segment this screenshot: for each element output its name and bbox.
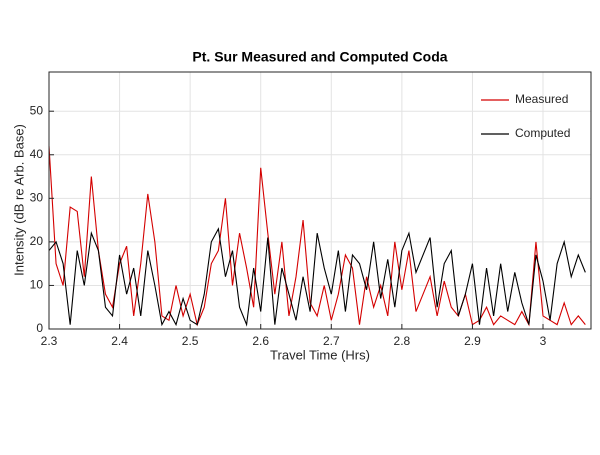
series-line bbox=[48, 227, 586, 327]
x-axis-label: Travel Time (Hrs) bbox=[270, 347, 370, 362]
x-tick-label: 3 bbox=[540, 334, 547, 348]
y-tick-label: 50 bbox=[30, 103, 44, 117]
x-tick-label: 2.6 bbox=[252, 334, 269, 348]
y-tick-label: 0 bbox=[36, 321, 43, 335]
x-tick-label: 2.9 bbox=[464, 334, 481, 348]
x-tick-label: 2.3 bbox=[41, 334, 58, 348]
x-tick-label: 2.5 bbox=[182, 334, 199, 348]
axes-box bbox=[48, 71, 592, 330]
y-tick-label: 20 bbox=[30, 234, 44, 248]
chart-title: Pt. Sur Measured and Computed Coda bbox=[192, 49, 447, 65]
x-tick-label: 2.8 bbox=[394, 334, 411, 348]
x-tick-label: 2.4 bbox=[111, 334, 128, 348]
y-tick-label: 10 bbox=[30, 278, 44, 292]
legend-label: Computed bbox=[515, 126, 570, 140]
legend-label: Measured bbox=[515, 92, 568, 106]
y-axis-label: Intensity (dB re Arb. Base) bbox=[11, 124, 26, 276]
grid bbox=[48, 72, 591, 330]
y-tick-label: 30 bbox=[30, 190, 44, 204]
series-line bbox=[48, 146, 586, 327]
y-tick-label: 40 bbox=[30, 147, 44, 161]
x-tick-label: 2.7 bbox=[323, 334, 340, 348]
plot-area bbox=[48, 146, 586, 327]
